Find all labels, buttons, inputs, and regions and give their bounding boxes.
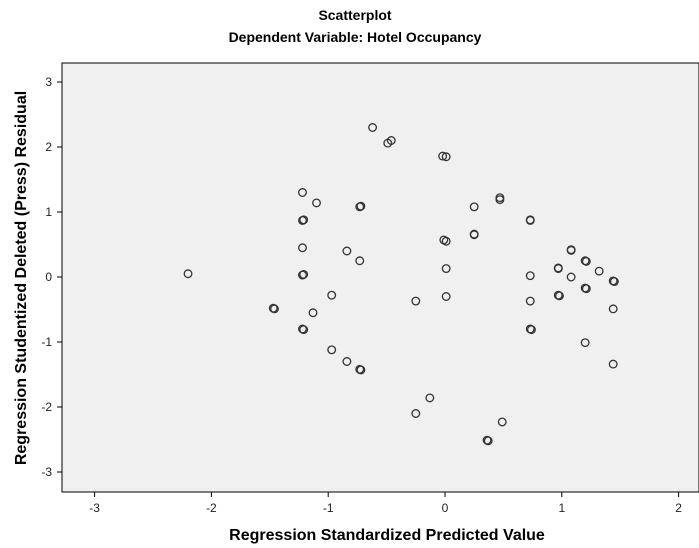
scatter-point [495,195,505,205]
scatter-point [356,201,366,211]
scatter-point [525,271,535,281]
scatter-point [566,245,576,255]
x-tick-label: 2 [675,501,682,515]
scatter-point [581,256,591,266]
scatter-point [469,202,479,212]
y-tick-label: 3 [45,75,52,89]
scatter-point [580,338,590,348]
y-tick-label: 0 [45,270,52,284]
scatter-point [356,365,366,375]
scatter-point [298,243,307,253]
scatter-point [441,152,451,162]
scatter-point [553,263,563,273]
scatter-point [526,325,536,335]
scatter-point [270,304,279,314]
scatter-point [183,269,193,279]
x-tick-label: 0 [442,501,449,515]
scatter-point [609,277,619,286]
y-tick-label: 1 [45,205,52,219]
scatter-point [411,296,421,306]
scatter-point [525,215,535,225]
scatter-point [469,229,479,239]
x-tick-label: -3 [89,501,100,515]
scatter-point [608,304,618,314]
scatter-point [342,246,352,256]
scatter-point [355,256,365,266]
chart-subtitle: Dependent Variable: Hotel Occupancy [229,29,482,45]
scatter-point [308,308,318,318]
y-tick-label: -3 [41,465,52,479]
scatter-point [497,417,507,427]
scatter-point [441,236,451,246]
scatter-point [299,215,309,225]
scatter-point [581,284,591,294]
scatter-point [327,345,337,355]
y-tick-label: 2 [45,140,52,154]
scatter-point [411,409,421,418]
x-tick-label: -2 [206,501,217,515]
x-tick-label: 1 [558,501,565,515]
scatter-point [441,292,451,301]
scatter-point [342,357,352,366]
scatter-point [441,264,451,273]
x-axis-title: Regression Standardized Predicted Value [229,527,545,544]
scatter-point [438,151,448,161]
data-points [183,123,619,446]
scatter-point [312,198,321,208]
chart-title: Scatterplot [318,7,391,23]
y-tick-label: -2 [41,400,52,414]
x-tick-label: -1 [323,501,334,515]
y-axis: -3 -2 -1 0 1 2 3 [41,75,62,479]
scatter-point [327,290,337,300]
y-axis-title: Regression Studentized Deleted (Press) R… [13,91,30,465]
scatter-point [299,325,309,335]
scatter-point [566,272,576,282]
scatter-point [299,269,309,279]
scatter-point [425,393,435,403]
x-axis: -3 -2 -1 0 1 2 [89,492,682,515]
scatter-point [594,266,604,276]
scatter-point [483,436,493,446]
scatter-point [525,296,535,306]
plot-area [61,62,699,493]
y-tick-label: -1 [41,335,52,349]
scatter-point [555,291,564,301]
scatter-point [608,359,618,369]
scatter-point [298,188,307,197]
scatter-point [386,136,396,145]
scatter-point [368,123,378,132]
